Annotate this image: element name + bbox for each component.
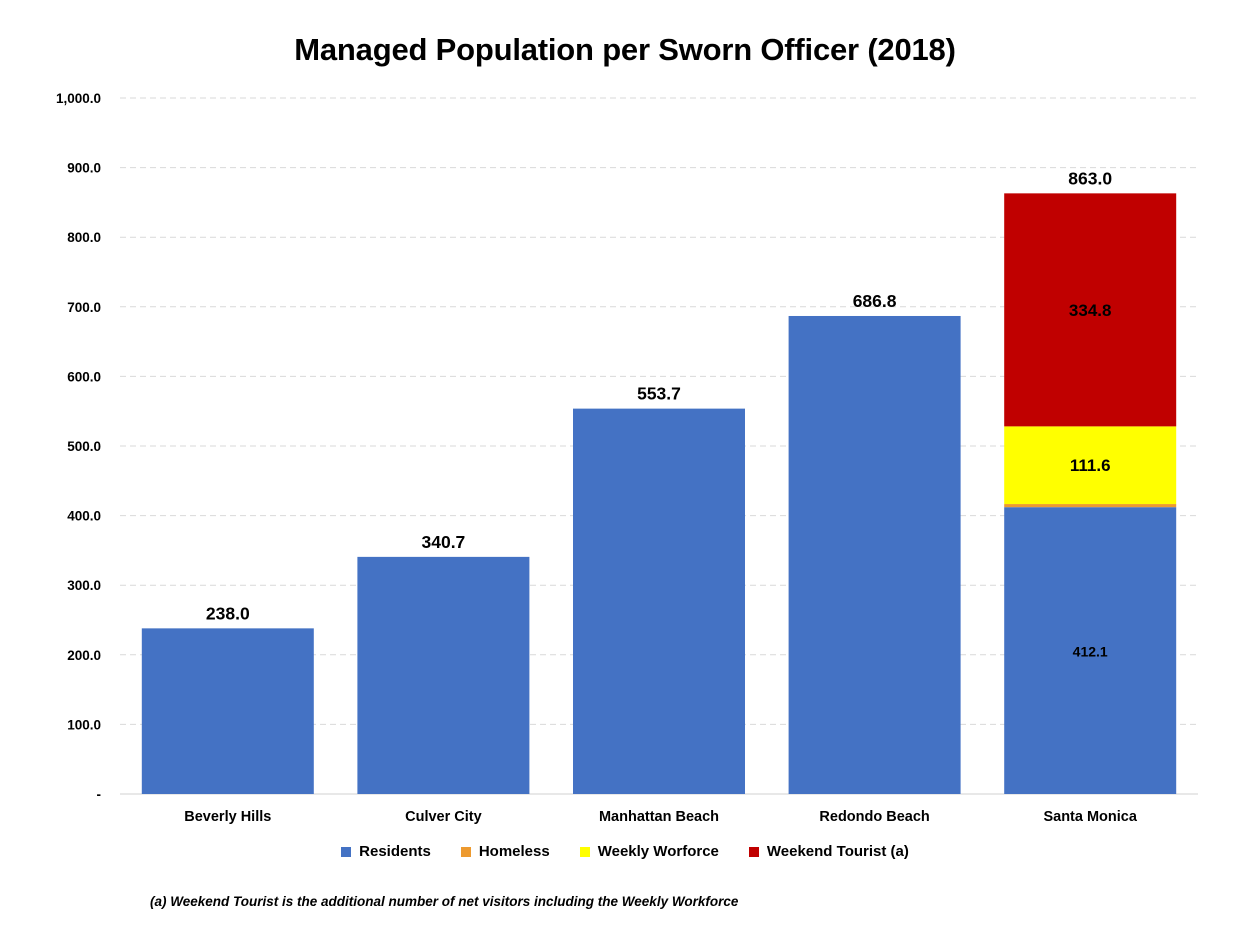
y-tick-label: - [97,787,102,802]
legend-label: Homeless [478,843,550,860]
bar-santa-monica-weekend-tourist-a [1004,193,1177,427]
bar-manhattan-beach-residents [573,408,745,794]
y-tick-label: 900.0 [67,161,101,176]
legend-label: Weekend Tourist (a) [766,843,909,860]
x-category-label: Culver City [405,809,482,825]
chart-title: Managed Population per Sworn Officer (20… [294,32,956,67]
legend-swatch [341,846,352,857]
y-tick-label: 700.0 [67,300,101,315]
bar-santa-monica-homeless [1004,504,1177,508]
x-axis-category-labels: Beverly Hills Culver City Manhattan Beach R… [184,809,1138,825]
bar-culver-city-residents [357,556,530,794]
y-tick-label: 500.0 [67,439,101,454]
x-category-label: Beverly Hills [184,809,271,825]
total-value-label: 686.8 [853,291,897,311]
x-category-label: Manhattan Beach [599,809,719,825]
y-tick-label: 600.0 [67,369,101,384]
legend-item: Weekly Worforce [579,843,719,860]
legend-item: Homeless [460,843,550,860]
legend-swatch [460,846,471,857]
y-tick-label: 100.0 [67,717,101,732]
footnote: (a) Weekend Tourist is the additional nu… [150,894,739,909]
y-tick-label: 200.0 [67,648,101,663]
legend-label: Weekly Worforce [597,843,719,860]
y-tick-label: 1,000.0 [56,91,101,106]
y-axis-tick-labels: - 100.0 200.0 300.0 400.0 500.0 600.0 700.0 800.… [56,91,101,802]
legend-item: Residents [341,843,431,860]
total-value-label: 863.0 [1068,168,1112,188]
x-category-label: Santa Monica [1043,809,1137,825]
bars [141,193,1177,794]
legend-label: Residents [359,843,431,860]
bar-santa-monica-weekly-worforce [1004,426,1177,505]
bar-beverly-hills-residents [141,628,314,794]
legend-swatch [748,846,759,857]
total-value-label: 340.7 [422,532,466,552]
legend-item: Weekend Tourist (a) [748,843,909,860]
legend: Residents Homeless Weekly Worforce Weekend … [0,843,1250,860]
x-category-label: Redondo Beach [819,809,929,825]
legend-swatch [579,846,590,857]
y-tick-label: 800.0 [67,230,101,245]
bar-santa-monica-residents [1004,507,1177,794]
bar-redondo-beach-residents [788,315,961,794]
total-value-label: 553.7 [637,384,681,404]
segment-value-label: 412.1 [1073,644,1108,660]
total-value-label: 238.0 [206,603,250,623]
segment-value-label: 334.8 [1069,301,1112,320]
segment-value-label: 111.6 [1070,456,1111,475]
y-tick-label: 300.0 [67,578,101,593]
y-tick-label: 400.0 [67,509,101,524]
data-labels: 238.0 340.7 553.7 686.8 412.1 111.6 334.8 863.0 [206,168,1112,659]
